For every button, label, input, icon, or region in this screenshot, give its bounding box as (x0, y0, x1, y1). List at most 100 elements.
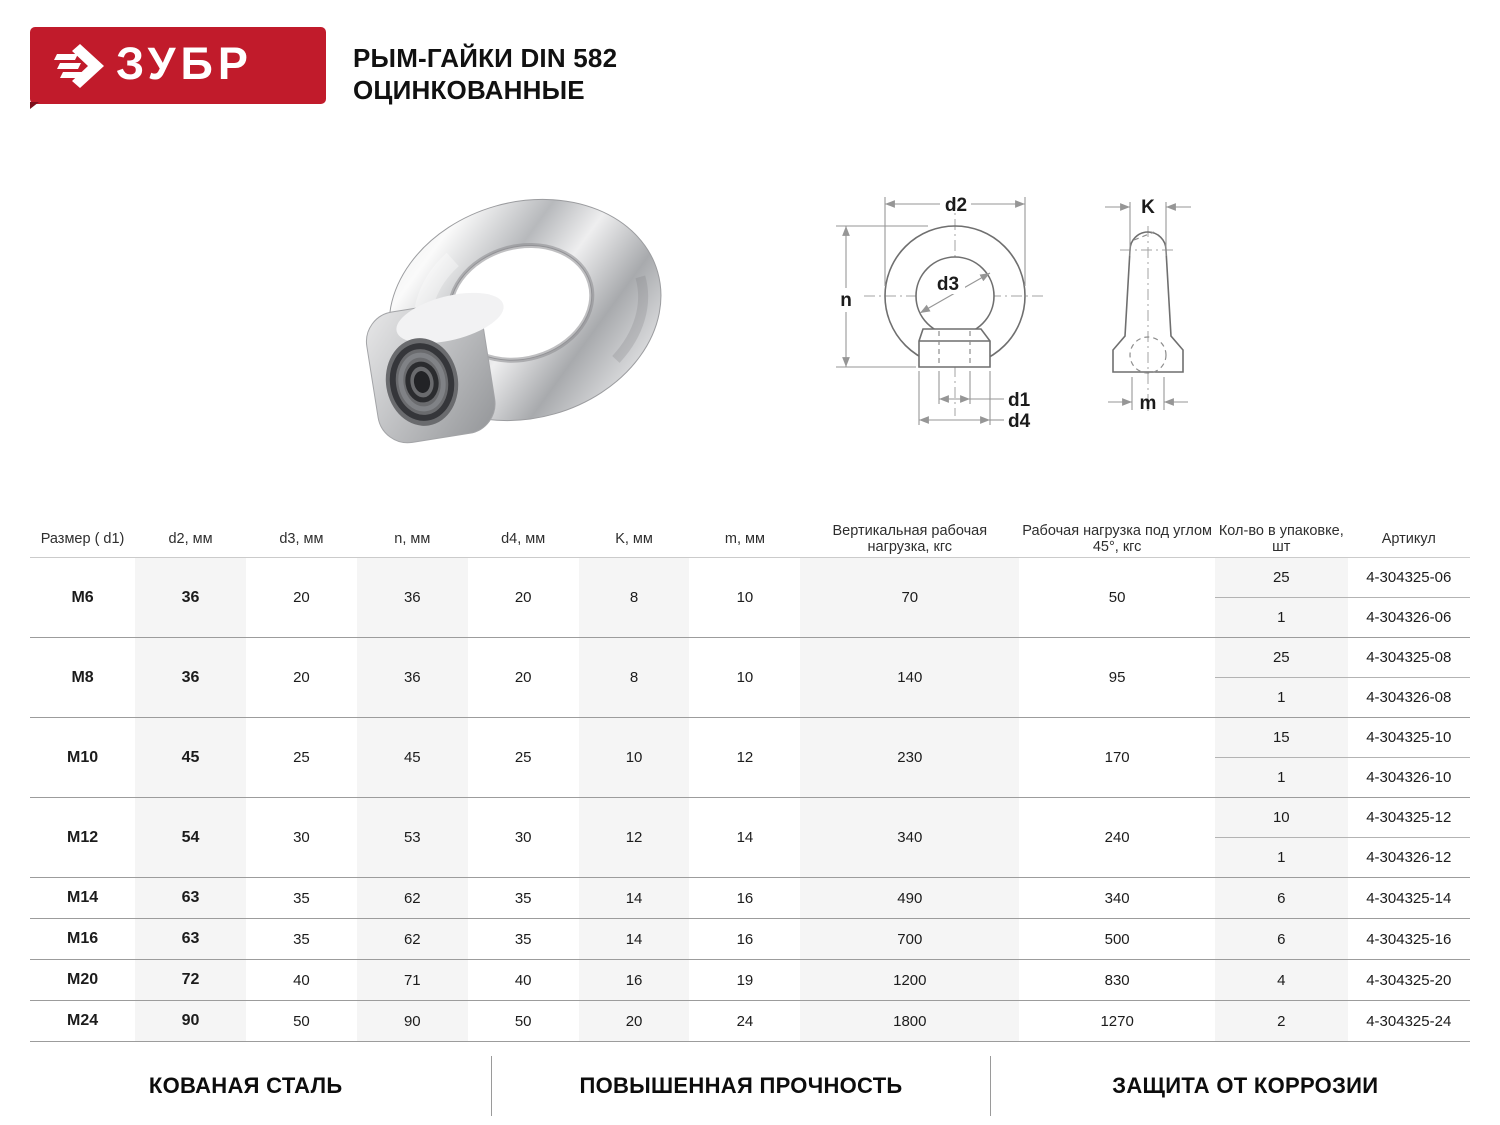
page-title-line1: РЫМ-ГАЙКИ DIN 582 (353, 43, 618, 73)
cell-n: 36 (356, 557, 468, 638)
feature-bar: КОВАНАЯ СТАЛЬ ПОВЫШЕННАЯ ПРОЧНОСТЬ ЗАЩИТА … (0, 1056, 1500, 1116)
column-header-9: Кол-во в упаковке, шт (1215, 520, 1348, 558)
table-subrow-M6: 1 4-304326-06 (30, 597, 1470, 638)
table-row-M6: M6 36 20 36 20 8 10 70 50 25 4-304325-06 (30, 557, 1470, 638)
cell-pack-qty: 4 (1215, 959, 1348, 1001)
cell-pack-qty: 1 (1215, 757, 1348, 798)
feature-item-1: ПОВЫШЕННАЯ ПРОЧНОСТЬ (491, 1056, 989, 1116)
column-header-2: d3, мм (245, 520, 357, 558)
drawing-front-view: d2 n d3 d1 d4 (836, 195, 1046, 432)
cell-vload: 490 (800, 877, 1020, 919)
zubr-emblem-icon (54, 43, 104, 88)
cell-pack-qty: 1 (1215, 597, 1348, 638)
cell-article: 4-304325-10 (1347, 717, 1470, 758)
cell-k: 14 (578, 918, 690, 960)
cell-d2: 54 (135, 797, 246, 878)
cell-m: 24 (689, 1000, 801, 1041)
cell-k: 16 (578, 959, 690, 1001)
cell-d3: 40 (245, 959, 357, 1001)
cell-d2: 72 (135, 959, 246, 1001)
cell-aload: 95 (1019, 637, 1216, 718)
column-header-0: Размер ( d1) (30, 520, 136, 558)
table-row-M20: M20 72 40 71 40 16 19 1200 830 4 4-304325-20 (30, 959, 1470, 1001)
dim-label-K: K (1141, 197, 1155, 218)
table-row-M24: M24 90 50 90 50 20 24 1800 1270 2 4-304325-24 (30, 1000, 1470, 1041)
column-header-8: Рабочая нагрузка под углом 45°, кгс (1019, 520, 1216, 558)
cell-vload: 700 (800, 918, 1020, 960)
cell-k: 8 (578, 557, 690, 638)
dim-label-d2: d2 (945, 195, 967, 216)
cell-k: 10 (578, 717, 690, 798)
cell-k: 14 (578, 877, 690, 919)
cell-pack-qty: 1 (1215, 837, 1348, 878)
cell-article: 4-304325-14 (1347, 877, 1470, 919)
cell-pack-qty: 1 (1215, 677, 1348, 718)
cell-m: 10 (689, 637, 801, 718)
cell-d3: 30 (245, 797, 357, 878)
cell-article: 4-304325-12 (1347, 797, 1470, 838)
cell-size: M12 (30, 797, 136, 878)
cell-d4: 20 (514, 589, 532, 606)
page-title-line2: ОЦИНКОВАННЫЕ (353, 75, 585, 105)
feature-item-2: ЗАЩИТА ОТ КОРРОЗИИ (989, 1056, 1500, 1116)
cell-aload: 340 (1019, 877, 1216, 919)
cell-d3: 25 (245, 717, 357, 798)
cell-d4: 35 (467, 877, 579, 919)
dim-label-d3: d3 (937, 274, 959, 295)
cell-d4: 40 (467, 959, 579, 1001)
cell-article: 4-304326-10 (1347, 757, 1470, 798)
logo-fold-decoration (30, 102, 39, 109)
table-row-M14: M14 63 35 62 35 14 16 490 340 6 4-304325-14 (30, 877, 1470, 919)
cell-size: M20 (30, 959, 136, 1001)
cell-n: 36 (356, 637, 468, 718)
cell-pack-qty: 6 (1215, 918, 1348, 960)
cell-d2: 36 (135, 557, 246, 638)
cell-m: 12 (689, 717, 801, 798)
cell-article: 4-304326-06 (1347, 597, 1470, 638)
cell-pack-qty: 6 (1215, 877, 1348, 919)
cell-article: 4-304326-12 (1347, 837, 1470, 878)
cell-n: 71 (356, 959, 468, 1001)
cell-vload: 230 (800, 717, 1020, 798)
cell-n: 62 (356, 877, 468, 919)
cell-pack-qty: 15 (1215, 717, 1348, 758)
cell-n: 53 (356, 797, 468, 878)
table-subrow-M8: 1 4-304326-08 (30, 677, 1470, 718)
cell-pack-qty: 10 (1215, 797, 1348, 838)
cell-d3: 35 (245, 877, 357, 919)
cell-d4: 20 (467, 637, 579, 718)
cell-aload: 1270 (1019, 1000, 1216, 1041)
column-header-10: Артикул (1347, 520, 1470, 558)
brand-name: ЗУБР (116, 37, 253, 89)
feature-item-0: КОВАНАЯ СТАЛЬ (148, 1073, 343, 1098)
cell-n: 45 (356, 717, 468, 798)
spec-table-wrap: Размер ( d1) d2, мм d3, мм n, мм d4, мм K, мм… (30, 520, 1470, 1042)
cell-m: 19 (689, 959, 801, 1001)
cell-vload: 1200 (800, 959, 1020, 1001)
page-title: РЫМ-ГАЙКИ DIN 582 ОЦИНКОВАННЫЕ (353, 42, 617, 106)
cell-article: 4-304326-08 (1347, 677, 1470, 718)
table-row-M16: M16 63 35 62 35 14 16 700 500 6 4-304325-16 (30, 918, 1470, 960)
cell-k: 8 (578, 637, 690, 718)
cell-m: 10 (736, 589, 754, 606)
cell-pack-qty: 25 (1215, 557, 1348, 598)
cell-d3: 35 (245, 918, 357, 960)
cell-d2: 36 (135, 637, 246, 718)
cell-vload: 70 (800, 557, 1020, 638)
cell-m: 16 (689, 877, 801, 919)
cell-m: 14 (689, 797, 801, 878)
cell-d2: 90 (135, 1000, 246, 1041)
column-header-6: m, мм (689, 520, 801, 558)
cell-article: 4-304325-16 (1347, 918, 1470, 960)
brand-logo: ЗУБР (30, 27, 326, 104)
cell-article: 4-304325-24 (1347, 1000, 1470, 1041)
table-subrow-M10: 1 4-304326-10 (30, 757, 1470, 798)
dim-label-n: n (840, 290, 852, 311)
dim-label-d1: d1 (1008, 390, 1031, 411)
table-row-M10: M10 45 25 45 25 10 12 230 170 15 4-304325-10 (30, 717, 1470, 798)
dim-label-m: m (1140, 393, 1157, 414)
cell-size: M10 (30, 717, 136, 798)
cell-size: M6 (71, 588, 94, 606)
cell-d4: 25 (467, 717, 579, 798)
